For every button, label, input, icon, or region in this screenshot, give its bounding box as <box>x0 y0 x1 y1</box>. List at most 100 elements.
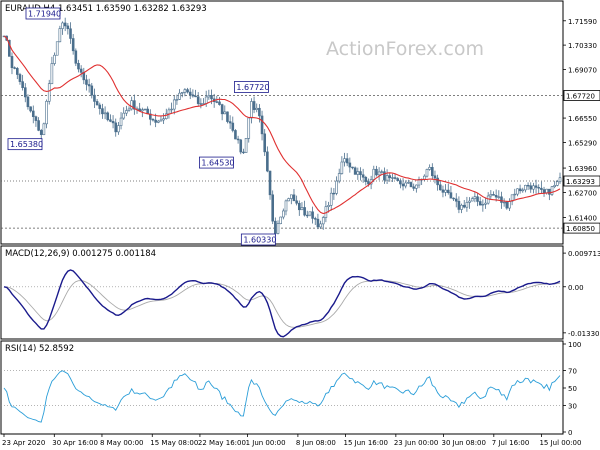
candle-body <box>505 201 509 209</box>
candle-body <box>407 182 410 184</box>
candle-body <box>274 220 277 234</box>
candle-body <box>481 203 485 206</box>
annotation-box <box>240 233 276 246</box>
candle-body <box>409 182 413 188</box>
hline-tag-label-2: 1.60850 <box>566 225 595 233</box>
candle-body <box>111 121 115 124</box>
candle-body <box>13 67 16 69</box>
candle-body <box>31 110 35 117</box>
candle-body <box>497 196 501 198</box>
candle-body <box>388 175 392 179</box>
candle-body <box>452 197 455 200</box>
candle-body <box>244 138 248 153</box>
candle-body <box>433 175 437 179</box>
rsi-tick-label: 30 <box>568 403 577 411</box>
candle-body <box>252 101 256 110</box>
candle-body <box>71 38 75 52</box>
candle-body <box>542 189 546 193</box>
candle-body <box>476 196 479 202</box>
candle-body <box>521 189 525 192</box>
candle-body <box>548 188 551 195</box>
candle-body <box>393 177 397 179</box>
candle-body <box>226 111 229 122</box>
candle-body <box>351 166 354 169</box>
macd-panel-frame <box>0 245 564 340</box>
time-tick-label: 15 Jun 16:00 <box>344 439 388 447</box>
candle-body <box>117 125 120 133</box>
candle-body <box>109 119 112 122</box>
price-tick-label: 1.63960 <box>568 165 597 173</box>
candle-body <box>412 186 415 189</box>
candle-body <box>258 107 261 117</box>
candle-body <box>343 158 346 163</box>
candle-body <box>255 107 259 110</box>
annotation-label: 1.60330 <box>243 236 276 245</box>
time-axis: 23 Apr 2020 30 Apr 16:00 8 May 00:00 15 May… <box>2 434 581 447</box>
candle-body <box>260 115 264 135</box>
candle-body <box>87 84 91 87</box>
candle-body <box>207 95 211 98</box>
hline-tag-2 <box>563 222 600 234</box>
hline-tag-0 <box>563 90 600 101</box>
candle-body <box>316 218 320 228</box>
candle-body <box>423 175 426 180</box>
candle-body <box>37 120 40 131</box>
candle-body <box>175 99 179 101</box>
candle-body <box>329 192 333 206</box>
candle-body <box>356 171 360 175</box>
candle-body <box>162 118 165 121</box>
candle-body <box>396 178 400 181</box>
candle-body <box>292 194 296 202</box>
candle-body <box>159 119 163 122</box>
candle-body <box>21 81 24 88</box>
candle-body <box>98 104 102 109</box>
candle-body <box>199 103 203 105</box>
candle-body <box>39 130 43 135</box>
candle-body <box>335 180 338 194</box>
candle-body <box>484 202 487 205</box>
time-tick-label: 30 Jun 08:00 <box>442 439 486 447</box>
candle-body <box>183 89 187 93</box>
hline-tag-label-1: 1.63293 <box>566 178 595 186</box>
time-tick-label: 23 Apr 2020 <box>2 439 45 447</box>
candle-body <box>74 50 78 64</box>
candle-body <box>151 118 155 121</box>
price-tick-label: 1.69070 <box>568 66 597 74</box>
candle-body <box>558 177 562 183</box>
price-series-layer: 1.71940 1.65380 1.67720 1.64530 1.60330 <box>1 7 563 246</box>
candle-body <box>383 171 386 181</box>
annotation-label: 1.65380 <box>10 140 43 149</box>
price-annotation: 1.65380 <box>7 138 43 151</box>
price-annotation: 1.64530 <box>199 156 235 169</box>
candle-body <box>180 91 184 94</box>
price-tick-label: 1.61400 <box>568 214 597 222</box>
annotation-box <box>25 7 61 20</box>
watermark: ActionForex.com <box>326 38 484 60</box>
candle-body <box>494 195 498 198</box>
time-tick-label: 22 May 16:00 <box>198 439 246 447</box>
candle-body <box>348 162 352 168</box>
candle-body <box>58 28 62 43</box>
candle-body <box>332 192 336 195</box>
candle-body <box>478 201 482 206</box>
moving-average-line <box>3 35 561 215</box>
candle-body <box>526 184 530 187</box>
candle-body <box>69 28 72 39</box>
candle-body <box>353 167 357 175</box>
candle-body <box>311 211 314 219</box>
time-tick-label: 8 Jun 08:00 <box>296 439 336 447</box>
candle-body <box>340 161 344 174</box>
candle-body <box>101 108 104 115</box>
candle-body <box>234 130 237 140</box>
candle-body <box>441 189 445 193</box>
candle-body <box>47 83 51 102</box>
macd-axis: 0.009713 0.00 -0.013302 <box>563 250 600 338</box>
time-tick-label: 15 Jul 00:00 <box>539 439 581 447</box>
candle-body <box>361 174 365 178</box>
candle-body <box>321 217 325 225</box>
price-axis: 1.71590 1.70330 1.69070 1.66550 1.65290 1.639… <box>563 18 600 234</box>
candle-body <box>66 25 70 30</box>
candle-body <box>90 85 94 96</box>
macd-tick-label: 0.009713 <box>568 250 600 258</box>
